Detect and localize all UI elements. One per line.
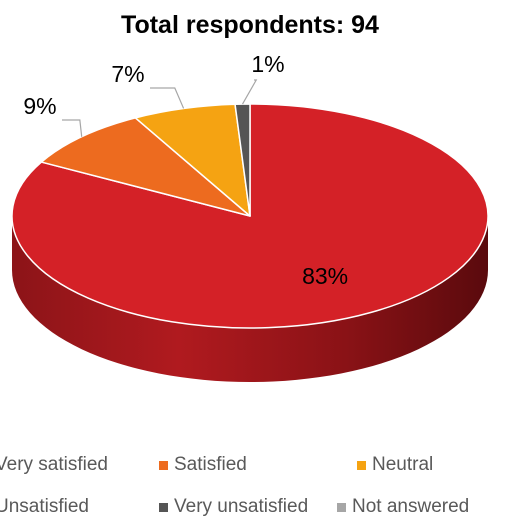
- pie-labels: 83% 9% 7% 1%: [23, 51, 348, 289]
- leader-line: [242, 79, 258, 105]
- pie-side: [12, 216, 488, 382]
- pie-side-wall: [12, 216, 488, 382]
- leader-line: [62, 119, 83, 137]
- data-label: 1%: [251, 51, 284, 77]
- pie-leader-lines: [62, 79, 258, 137]
- data-label: 9%: [23, 93, 56, 119]
- data-label: 83%: [302, 263, 348, 289]
- pie-slice: [134, 103, 251, 217]
- leader-line: [150, 87, 185, 109]
- pie-slice: [40, 117, 251, 217]
- chart-title: Total respondents: 94: [121, 11, 379, 39]
- pie-top: [11, 103, 489, 329]
- data-label: 7%: [111, 61, 144, 87]
